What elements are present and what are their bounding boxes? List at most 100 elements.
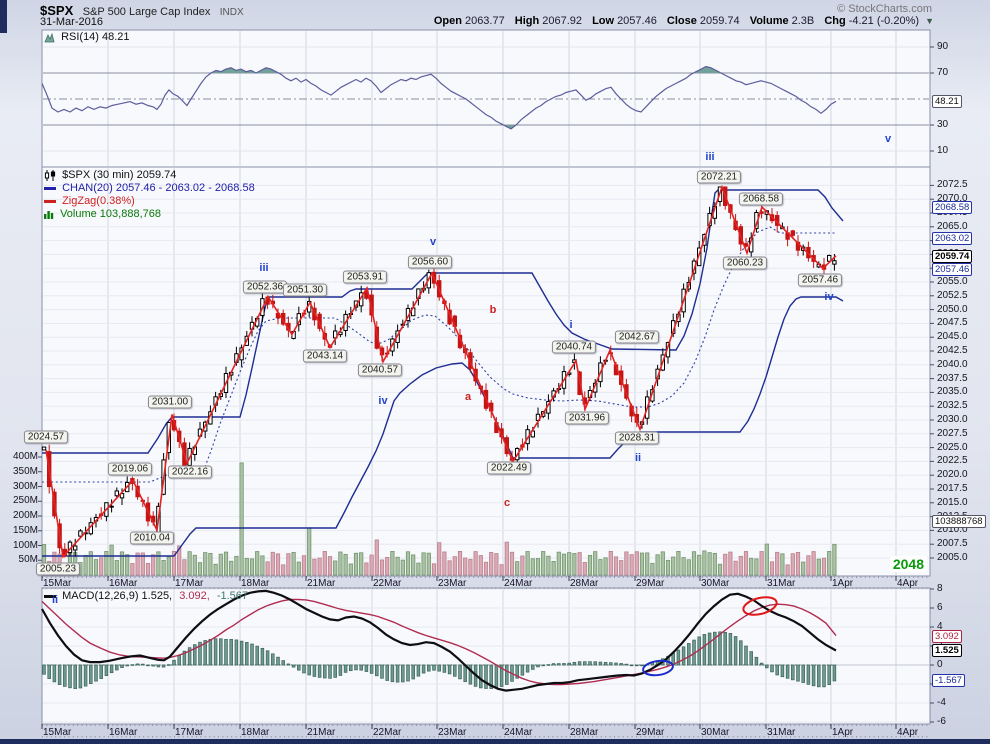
- volume-axis-label: 50M: [18, 554, 38, 566]
- chart-date: 31-Mar-2016: [40, 16, 103, 28]
- axis-value-box: 2059.74: [932, 249, 973, 263]
- date-label: 21Mar: [307, 726, 336, 738]
- exchange-badge: INDX: [219, 7, 244, 18]
- date-label: 30Mar: [701, 577, 730, 589]
- price-axis-label: 2050.0: [937, 303, 968, 315]
- macd-axis-label: 4: [937, 621, 943, 632]
- wave-label: i: [569, 319, 573, 331]
- volume-bars-icon: [44, 211, 54, 220]
- date-label: 16Mar: [109, 726, 138, 738]
- price-axis-label: 2042.5: [937, 345, 968, 356]
- close-value: 2059.74: [699, 15, 740, 27]
- wave-label: ii: [634, 452, 642, 464]
- rsi-axis-label: 90: [937, 41, 949, 52]
- low-value: 2057.46: [617, 15, 657, 27]
- volume-value: 2.3B: [791, 15, 815, 27]
- volume-axis-label: 400M: [12, 451, 38, 462]
- price-callout: 2040.57: [357, 363, 403, 377]
- copyright-link[interactable]: © StockCharts.com: [837, 3, 932, 15]
- wave-label: a: [464, 391, 472, 403]
- price-callout: 2005.23: [35, 562, 81, 576]
- price-legend-symbol: $SPX (30 min) 2059.74: [44, 169, 176, 181]
- wave-label: iv: [378, 395, 388, 407]
- window-corner: [0, 0, 7, 33]
- date-label: 22Mar: [373, 726, 402, 738]
- chg-label: Chg: [824, 15, 846, 27]
- price-axis-label: 2005.0: [937, 552, 968, 563]
- volume-axis-label: 150M: [12, 524, 38, 536]
- price-axis-label: 2030.0: [937, 414, 968, 425]
- macd-axis-label: 6: [937, 602, 943, 613]
- price-axis-label: 2065.0: [937, 220, 968, 232]
- header: $SPX S&P 500 Large Cap Index INDX: [40, 2, 244, 20]
- price-axis-label: 2052.5: [937, 289, 968, 301]
- low-label: Low: [592, 15, 615, 27]
- wave-label: iv: [824, 291, 834, 303]
- wave-label: iii: [259, 262, 269, 274]
- wave-label: b: [489, 304, 497, 316]
- wave-label: v: [429, 236, 437, 248]
- rsi-axis-label: 30: [937, 119, 949, 130]
- date-label: 15Mar: [43, 577, 72, 589]
- price-axis-label: 2015.0: [937, 496, 968, 508]
- date-label: 28Mar: [570, 577, 599, 589]
- volume-axis-label: 250M: [12, 495, 38, 507]
- date-label: 1Apr: [832, 577, 854, 589]
- macd-legend: MACD(12,26,9) 1.525, 3.092, -1.567: [44, 590, 248, 602]
- date-label: 30Mar: [701, 726, 730, 738]
- price-callout: 2010.04: [129, 531, 175, 545]
- axis-value-box: -1.567: [932, 673, 965, 687]
- date-label: 24Mar: [504, 726, 533, 738]
- date-label: 22Mar: [373, 577, 402, 589]
- wave-label: ii: [51, 594, 59, 606]
- high-value: 2067.92: [542, 15, 582, 27]
- date-label: 15Mar: [43, 726, 72, 738]
- price-legend-chan: CHAN(20) 2057.46 - 2063.02 - 2068.58: [44, 182, 255, 194]
- rsi-icon: [44, 32, 55, 42]
- date-label: 29Mar: [636, 726, 665, 738]
- open-value: 2063.77: [464, 15, 505, 27]
- chg-dropdown-arrow[interactable]: ▼: [925, 16, 934, 26]
- axis-value-box: 1.525: [932, 643, 962, 657]
- price-callout: 2028.31: [614, 431, 660, 445]
- price-axis-label: 2020.0: [937, 469, 968, 481]
- price-callout: 2019.06: [107, 462, 153, 476]
- price-axis-label: 2027.5: [937, 427, 968, 439]
- price-axis-label: 2070.0: [937, 193, 968, 205]
- macd-hist-value: -1.567: [216, 590, 249, 602]
- candlestick-icon: [44, 169, 56, 181]
- price-callout: 2031.96: [564, 411, 610, 425]
- watermark-2048: 2048: [889, 556, 927, 572]
- axis-value-box: 2068.58: [932, 200, 973, 214]
- rsi-legend-label: RSI(14) 48.21: [61, 31, 130, 43]
- price-callout: 2031.00: [147, 395, 193, 409]
- zigzag-line-icon: [44, 199, 56, 203]
- date-label: 24Mar: [504, 577, 533, 589]
- price-callout: 2052.36: [242, 280, 288, 294]
- price-axis-label: 2055.0: [937, 276, 968, 287]
- close-label: Close: [666, 15, 697, 27]
- date-label: 16Mar: [109, 577, 138, 589]
- chg-value: -4.21 (-0.20%): [848, 15, 920, 27]
- date-label: 28Mar: [570, 726, 599, 738]
- price-callout: 2022.49: [486, 461, 532, 475]
- axis-value-box: 2057.46: [932, 262, 973, 276]
- date-label: 18Mar: [241, 726, 270, 738]
- price-callout: 2051.30: [282, 283, 328, 297]
- price-axis-label: 2017.5: [937, 483, 968, 494]
- zigzag-legend-label: ZigZag(0.38%): [62, 195, 135, 207]
- macd-axis-label: 0: [937, 659, 943, 670]
- price-axis-label: 2045.0: [937, 331, 968, 343]
- date-label: 29Mar: [636, 577, 665, 589]
- price-axis-label: 2025.0: [937, 441, 968, 453]
- price-callout: 2072.21: [696, 170, 742, 184]
- price-legend-symbol-label: $SPX (30 min) 2059.74: [62, 169, 177, 181]
- symbol: $SPX: [40, 3, 74, 18]
- date-label: 23Mar: [438, 726, 467, 738]
- volume-axis-label: 300M: [12, 480, 38, 492]
- price-callout: 2042.67: [614, 330, 660, 344]
- macd-signal-value: 3.092,: [179, 590, 210, 602]
- quote-summary: Open 2063.77 High 2067.92 Low 2057.46 Close…: [427, 15, 934, 27]
